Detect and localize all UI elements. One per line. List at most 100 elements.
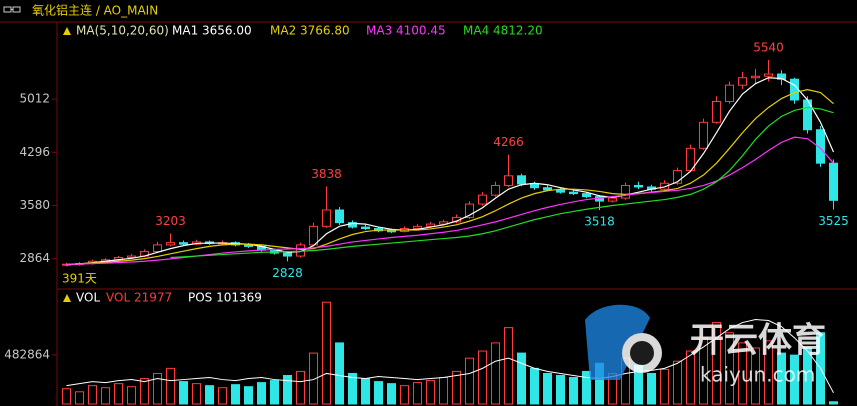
candle-body: [634, 184, 643, 188]
volume-bar: [751, 347, 760, 405]
candle-body: [166, 242, 175, 246]
volume-bar: [465, 357, 474, 405]
candle-body: [543, 187, 552, 191]
candle-body: [413, 225, 422, 230]
volume-bar: [439, 377, 448, 405]
watermark: 开云体育 kaiyun.com: [585, 304, 826, 387]
candle-body: [751, 75, 760, 79]
candle-body: [361, 226, 370, 230]
pos-line: [66, 318, 834, 394]
volume-bar: [335, 342, 344, 405]
candle-body: [660, 182, 669, 190]
candle-body: [153, 244, 162, 253]
volume-bar: [270, 380, 279, 405]
volume-bar: [764, 340, 773, 405]
candle-body: [725, 84, 734, 103]
volume-bar: [790, 354, 799, 405]
candle-body: [244, 244, 253, 247]
volume-bar: [114, 383, 123, 405]
candle-body: [283, 252, 292, 257]
candle-body: [478, 194, 487, 205]
volume-bar: [296, 370, 305, 405]
watermark-url: kaiyun.com: [700, 363, 815, 387]
low-label: 3518: [584, 215, 615, 229]
ma-line: [66, 77, 835, 266]
candle-body: [738, 77, 747, 86]
candle-body: [517, 175, 526, 185]
volume-bar: [88, 385, 97, 405]
legend-entry: MA3 4100.45: [366, 24, 446, 38]
legend-entry: POS 101369: [188, 291, 262, 305]
y-tick-label: 3580: [19, 198, 50, 212]
watermark-name: 开云体育: [690, 321, 826, 361]
high-label: 4266: [493, 135, 524, 149]
header-title: 氧化铝主连 / AO_MAIN: [32, 3, 158, 18]
high-label: 3203: [155, 214, 186, 228]
candle-body: [309, 225, 318, 246]
volume-bar: [127, 386, 136, 405]
volume-bar: [348, 372, 357, 405]
volume-bar: [582, 370, 591, 405]
candle-body: [439, 221, 448, 225]
candle-body: [387, 230, 396, 233]
volume-bar: [517, 352, 526, 405]
y-tick-label: 5012: [19, 92, 50, 106]
volume-bar: [62, 388, 71, 405]
volume-bar: [803, 347, 812, 405]
candle-body: [179, 242, 188, 245]
candle-body: [829, 162, 838, 201]
volume-bar: [166, 367, 175, 405]
volume-bar: [101, 387, 110, 405]
volume-bar: [179, 381, 188, 405]
candle-body: [504, 175, 513, 186]
volume-bar: [699, 337, 708, 405]
ma-line: [66, 88, 834, 265]
volume-bar: [153, 372, 162, 405]
volume-bar: [647, 372, 656, 405]
volume-bar: [426, 380, 435, 405]
high-label: 3838: [311, 167, 342, 181]
volume-bar: [660, 368, 669, 405]
volume-bar: [374, 381, 383, 405]
volume-bar: [309, 352, 318, 405]
candle-body: [465, 203, 474, 218]
candle-body: [777, 73, 786, 80]
period-label: 391天: [62, 272, 97, 286]
volume-bar: [543, 372, 552, 405]
legend-title: VOL: [76, 291, 100, 305]
candle-body: [764, 73, 773, 77]
header-icon: [3, 6, 21, 13]
candle-body: [127, 255, 136, 259]
legend-entry: MA1 3656.00: [172, 24, 252, 38]
volume-bar: [257, 382, 266, 405]
volume-bar: [205, 385, 214, 405]
volume-bar: [569, 377, 578, 405]
candle-body: [491, 184, 500, 196]
volume-bar: [218, 387, 227, 405]
volume-bar: [712, 322, 721, 405]
candle-body: [621, 184, 630, 199]
candle-body: [712, 101, 721, 123]
candle-body: [556, 189, 565, 193]
volume-bar: [829, 401, 838, 405]
low-label: 3525: [818, 214, 849, 228]
volume-bar: [530, 367, 539, 405]
volume-bar: [387, 383, 396, 405]
candle-body: [790, 78, 799, 101]
low-label: 2828: [272, 266, 303, 280]
volume-bar: [556, 374, 565, 405]
volume-bar: [361, 378, 370, 405]
volume-bar: [452, 370, 461, 405]
volume-bar: [140, 378, 149, 405]
candle-body: [569, 191, 578, 195]
candle-body: [816, 129, 825, 164]
volume-bar: [673, 360, 682, 405]
candle-body: [608, 197, 617, 202]
y-tick-label: 4296: [19, 145, 50, 159]
high-label: 5540: [753, 40, 784, 54]
y-tick-label: 2864: [19, 251, 50, 265]
volume-bar: [686, 350, 695, 405]
volume-bar: [400, 385, 409, 405]
volume-bar: [75, 391, 84, 405]
candle-body: [530, 183, 539, 189]
